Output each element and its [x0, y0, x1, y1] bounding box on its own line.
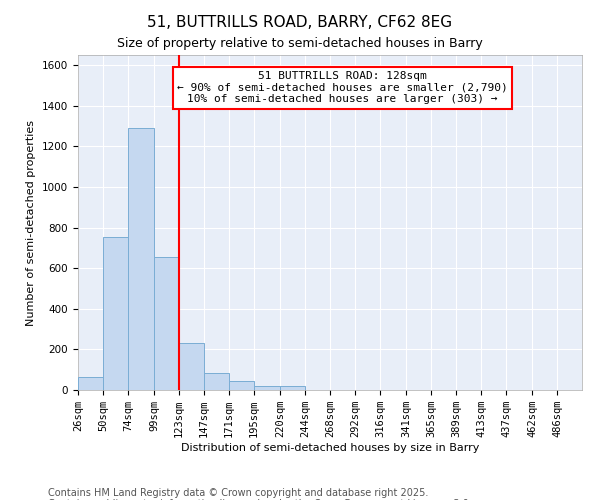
Text: Contains public sector information licensed under the Open Government Licence v3: Contains public sector information licen… — [48, 499, 472, 500]
Bar — [154, 257, 179, 390]
Text: Size of property relative to semi-detached houses in Barry: Size of property relative to semi-detach… — [117, 38, 483, 51]
Text: Contains HM Land Registry data © Crown copyright and database right 2025.: Contains HM Land Registry data © Crown c… — [48, 488, 428, 498]
Bar — [103, 236, 128, 390]
X-axis label: Distribution of semi-detached houses by size in Barry: Distribution of semi-detached houses by … — [181, 443, 479, 453]
Bar — [78, 377, 103, 390]
Bar — [128, 128, 154, 390]
Y-axis label: Number of semi-detached properties: Number of semi-detached properties — [26, 120, 37, 326]
Bar — [280, 386, 305, 390]
Bar — [229, 381, 254, 390]
Text: 51, BUTTRILLS ROAD, BARRY, CF62 8EG: 51, BUTTRILLS ROAD, BARRY, CF62 8EG — [148, 15, 452, 30]
Bar — [179, 344, 204, 390]
Bar — [204, 372, 229, 390]
Bar — [254, 386, 280, 390]
Text: 51 BUTTRILLS ROAD: 128sqm
← 90% of semi-detached houses are smaller (2,790)
10% : 51 BUTTRILLS ROAD: 128sqm ← 90% of semi-… — [177, 71, 508, 104]
